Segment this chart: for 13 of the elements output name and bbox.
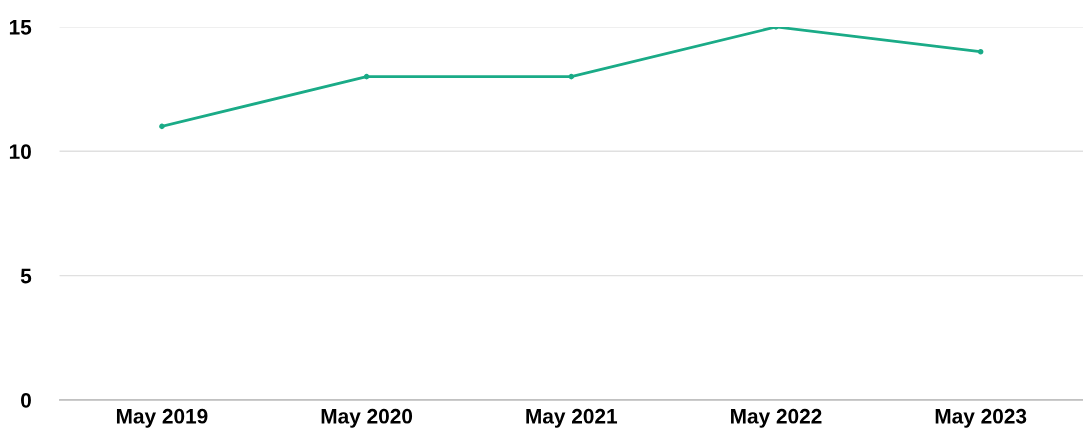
x-tick-label: May 2020 — [321, 408, 413, 428]
y-tick-label: 15 — [9, 20, 32, 35]
x-tick-label: May 2022 — [731, 408, 822, 428]
x-tick-label: May 2023 — [935, 408, 1027, 428]
y-tick-label: 5 — [20, 268, 32, 284]
point — [159, 123, 165, 130]
x-tick-label: May 2021 — [526, 408, 618, 428]
point — [977, 48, 984, 55]
point — [568, 73, 575, 80]
y-tick-label: 0 — [21, 392, 31, 408]
point — [363, 73, 370, 80]
y-tick-label: 10 — [9, 144, 31, 160]
x-tick-label: May 2019 — [116, 408, 208, 428]
